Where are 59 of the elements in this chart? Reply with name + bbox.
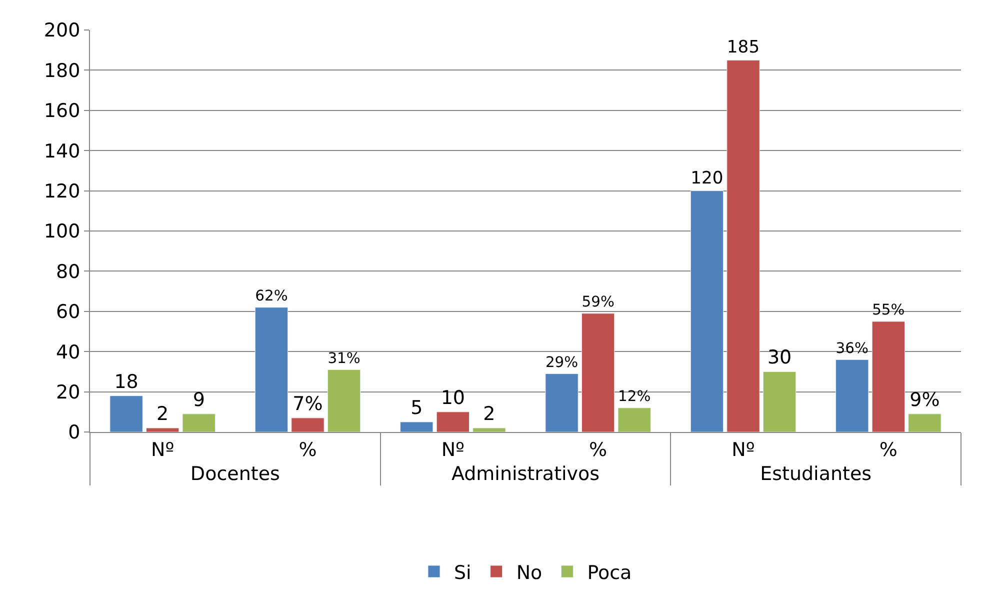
text: Estudiantes: [760, 462, 872, 485]
data-label: 120: [690, 168, 724, 188]
x-tick-label: %: [298, 438, 317, 461]
bar: [436, 412, 470, 432]
y-tick-label: 160: [44, 100, 80, 122]
bar: [836, 359, 869, 432]
data-label: 9: [192, 388, 205, 411]
text: Administrativos: [451, 462, 600, 485]
y-tick-label: 0: [68, 422, 80, 444]
bar: [726, 60, 760, 432]
x-tick-label: %: [879, 438, 898, 461]
data-label: 18: [114, 370, 138, 393]
data-label: 30: [767, 346, 792, 369]
bar: [762, 371, 796, 432]
data-label: 12%: [618, 388, 651, 406]
data-label: 7%: [292, 392, 323, 415]
bar: [908, 414, 942, 432]
legend-label: No: [516, 562, 542, 584]
x-tick-label: Nº: [150, 438, 174, 461]
data-label: 55%: [872, 302, 905, 319]
legend-label: Si: [454, 562, 472, 584]
bar: [110, 396, 143, 432]
data-label: 9%: [910, 388, 940, 411]
data-label: 2: [483, 402, 496, 425]
data-label: 36%: [836, 340, 868, 357]
bar: [472, 428, 506, 432]
y-tick-label: 60: [56, 301, 80, 324]
legend-label: Poca: [587, 562, 632, 584]
bar: [146, 428, 180, 432]
bar: [582, 313, 615, 432]
bar: [690, 190, 724, 432]
y-tick-label: 120: [44, 180, 80, 202]
data-label: 29%: [545, 354, 578, 371]
bar: [291, 418, 324, 432]
y-tick-label: 100: [44, 220, 80, 243]
data-label: 62%: [255, 288, 288, 305]
data-label: 2: [156, 402, 169, 425]
bar: [545, 373, 578, 432]
x-tick-label: %: [589, 438, 608, 461]
text: Docentes: [190, 462, 280, 485]
bar: [182, 414, 216, 432]
bar: [400, 422, 434, 432]
data-label: 31%: [328, 350, 360, 367]
bar: [254, 307, 288, 432]
data-label: 59%: [582, 294, 614, 311]
y-tick-label: 40: [56, 341, 80, 364]
bar: [618, 408, 651, 432]
data-label: 185: [726, 38, 760, 58]
y-tick-label: 140: [44, 140, 80, 162]
y-tick-label: 200: [44, 20, 80, 42]
x-tick-label: Nº: [732, 438, 755, 461]
y-tick-label: 180: [44, 60, 80, 82]
data-label: 10: [440, 386, 466, 409]
y-tick-label: 20: [56, 381, 80, 404]
y-tick-label: 80: [56, 260, 80, 283]
x-tick-label: Nº: [441, 438, 465, 461]
bar: [327, 369, 361, 432]
bar: [872, 321, 905, 432]
data-label: 5: [410, 396, 423, 419]
